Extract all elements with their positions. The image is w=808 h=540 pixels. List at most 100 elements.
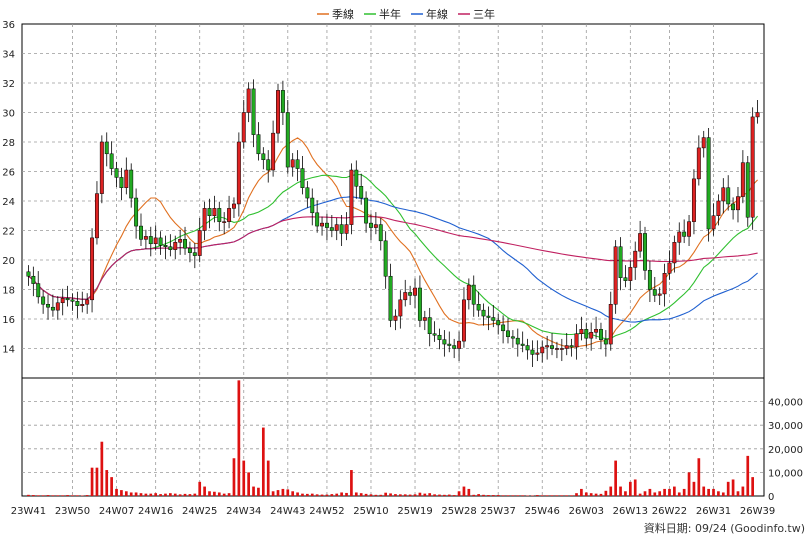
data-date-footer: 資料日期: 09/24 (Goodinfo.tw) xyxy=(644,521,805,535)
candle-body-86 xyxy=(447,343,452,346)
volume-bar-36 xyxy=(203,486,206,496)
candle-body-51 xyxy=(276,90,280,134)
volume-bar-142 xyxy=(721,492,725,496)
volume-bar-120 xyxy=(614,460,617,496)
volume-bar-111 xyxy=(570,495,573,496)
candle-body-133 xyxy=(677,231,682,243)
volume-tick-1: 10,000 xyxy=(768,468,803,479)
candle-body-78 xyxy=(408,292,413,296)
candle-body-148 xyxy=(750,116,755,218)
candle-109 xyxy=(559,338,564,362)
candle-body-74 xyxy=(388,275,393,321)
volume-bar-126 xyxy=(643,491,647,496)
volume-bar-140 xyxy=(712,488,715,496)
candle-body-57 xyxy=(305,187,310,199)
candle-body-12 xyxy=(85,299,90,305)
candle-body-18 xyxy=(114,168,119,178)
candle-4 xyxy=(46,294,50,320)
candle-body-137 xyxy=(696,147,701,180)
volume-bar-125 xyxy=(638,493,642,496)
candle-47 xyxy=(256,122,261,161)
candlesticks xyxy=(26,79,760,367)
candle-body-106 xyxy=(545,345,550,348)
candle-134 xyxy=(682,219,687,244)
volume-bar-132 xyxy=(673,486,676,496)
volume-bar-42 xyxy=(232,458,236,496)
candle-body-116 xyxy=(594,329,599,333)
candle-body-117 xyxy=(599,329,603,340)
volume-bar-106 xyxy=(545,495,549,496)
candle-body-75 xyxy=(393,315,398,321)
volume-bar-91 xyxy=(472,494,476,496)
candle-body-145 xyxy=(736,196,740,211)
candle-110 xyxy=(564,333,569,356)
candle-body-19 xyxy=(119,177,124,188)
volume-bar-51 xyxy=(276,490,280,496)
volume-bar-107 xyxy=(550,495,554,496)
x-tick-10: 25W28 xyxy=(441,506,476,517)
volume-bar-26 xyxy=(154,493,158,496)
candle-body-132 xyxy=(672,242,677,264)
candle-51 xyxy=(276,83,280,143)
volume-bar-96 xyxy=(496,495,500,496)
candle-15 xyxy=(99,135,104,204)
candle-145 xyxy=(736,186,740,223)
candle-body-35 xyxy=(197,230,202,256)
volume-bar-97 xyxy=(501,495,505,496)
candle-body-147 xyxy=(745,162,750,218)
candle-99 xyxy=(510,330,515,348)
candle-body-61 xyxy=(324,222,329,228)
candle-17 xyxy=(109,141,114,176)
candle-body-5 xyxy=(50,306,55,311)
x-tick-3: 24W16 xyxy=(138,506,173,517)
candle-body-121 xyxy=(618,246,623,278)
candle-body-7 xyxy=(60,298,65,304)
candle-body-68 xyxy=(359,186,364,199)
candle-body-9 xyxy=(70,299,75,302)
candle-112 xyxy=(574,324,579,360)
candle-33 xyxy=(187,241,192,263)
x-tick-12: 25W46 xyxy=(525,506,560,517)
candle-38 xyxy=(212,195,217,223)
volume-bar-7 xyxy=(61,495,65,496)
price-tick-5: 24 xyxy=(2,197,15,208)
volume-bar-24 xyxy=(144,493,148,496)
candle-body-21 xyxy=(129,169,134,199)
x-tick-14: 26W13 xyxy=(613,506,648,517)
candle-123 xyxy=(628,260,633,291)
x-tick-17: 26W39 xyxy=(740,506,775,517)
x-tick-7: 24W52 xyxy=(309,506,344,517)
volume-bar-105 xyxy=(540,495,544,496)
candle-87 xyxy=(452,338,457,359)
x-tick-13: 26W03 xyxy=(569,506,604,517)
candle-102 xyxy=(525,338,530,360)
candle-69 xyxy=(364,191,369,233)
candle-body-128 xyxy=(652,289,657,296)
candle-127 xyxy=(647,260,652,303)
candle-body-25 xyxy=(148,236,153,245)
volume-bar-109 xyxy=(560,495,564,496)
volume-bar-12 xyxy=(85,495,89,496)
candle-body-62 xyxy=(329,227,334,231)
candle-0 xyxy=(26,265,31,286)
candle-95 xyxy=(491,304,496,328)
candle-body-109 xyxy=(559,348,564,350)
candle-body-111 xyxy=(569,345,574,348)
volume-bar-55 xyxy=(296,492,299,496)
volume-bar-115 xyxy=(589,493,593,496)
candle-88 xyxy=(457,331,462,362)
candle-77 xyxy=(403,279,408,307)
x-axis: 23W41 23W50 24W07 24W16 24W25 24W34 24W43 24W52… xyxy=(11,506,775,517)
volume-bar-141 xyxy=(717,491,720,496)
volume-bar-22 xyxy=(134,492,138,496)
candle-2 xyxy=(36,271,41,304)
candle-body-31 xyxy=(178,239,183,243)
candle-body-39 xyxy=(217,208,222,222)
volume-bar-3 xyxy=(41,495,45,496)
volume-bar-89 xyxy=(462,486,466,496)
candle-40 xyxy=(222,212,227,235)
candle-79 xyxy=(413,278,417,308)
candle-50 xyxy=(271,120,276,177)
volume-bar-16 xyxy=(105,470,109,496)
price-axis: 14 16 18 20 22 24 26 28 30 32 34 36 xyxy=(2,20,15,356)
